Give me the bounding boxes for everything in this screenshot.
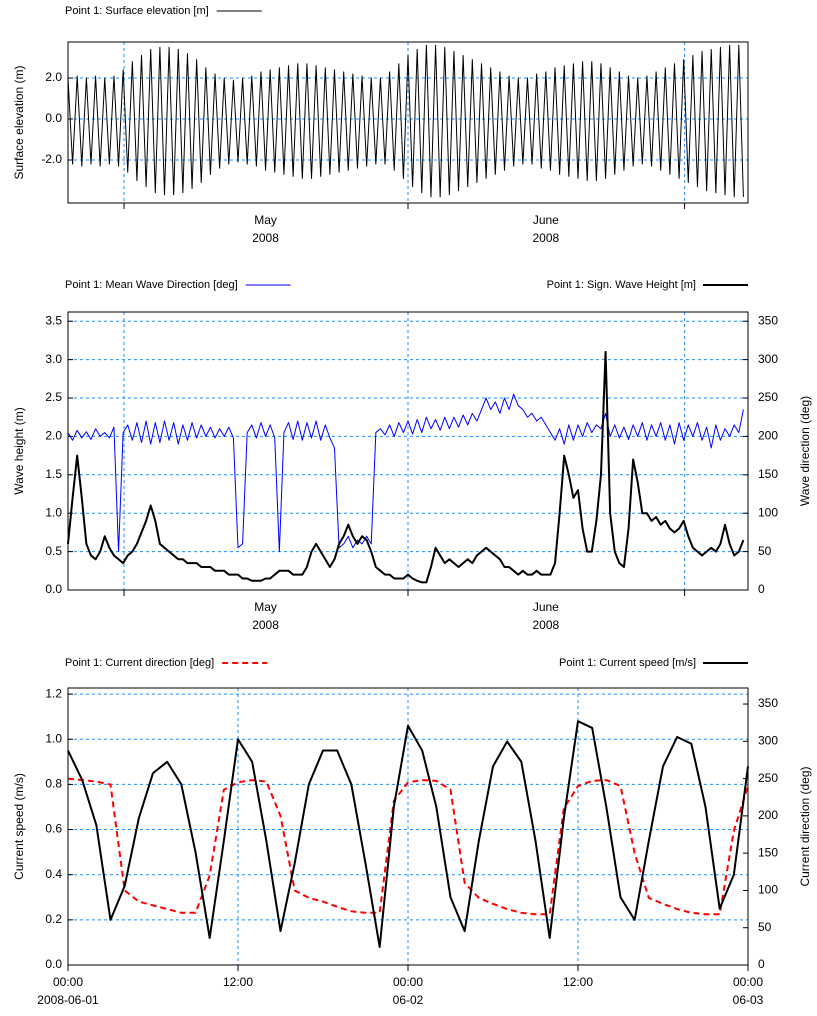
y2-tick-label: 150 — [758, 845, 778, 859]
x-tick-sublabel: 2008 — [252, 231, 279, 245]
x-tick-sublabel: 06-02 — [393, 993, 424, 1007]
y2-tick-label: 0 — [758, 582, 765, 596]
y2-tick-label: 100 — [758, 883, 778, 897]
x-tick-sublabel: 2008 — [532, 231, 559, 245]
y-tick-label: 2.0 — [45, 429, 62, 443]
x-tick-label: 12:00 — [563, 975, 593, 989]
plot-frame — [67, 311, 749, 591]
x-tick-label: June — [533, 213, 559, 227]
x-tick-label: May — [254, 600, 277, 614]
y-axis-label: Current speed (m/s) — [12, 773, 26, 880]
series-line — [67, 777, 749, 916]
y-axis-label: Surface elevation (m) — [12, 65, 26, 179]
y2-tick-label: 200 — [758, 429, 778, 443]
y-tick-label: 1.5 — [45, 467, 62, 481]
y-axis-label: Wave height (m) — [12, 407, 26, 495]
x-tick-sublabel: 2008 — [252, 618, 279, 632]
plot-frame — [67, 687, 749, 966]
x-tick-label: 00:00 — [393, 975, 423, 989]
legend-label: Point 1: Surface elevation [m] — [65, 5, 209, 17]
series-line — [67, 350, 745, 584]
y2-tick-label: 200 — [758, 808, 778, 822]
y2-tick-label: 150 — [758, 467, 778, 481]
y-tick-label: 0.0 — [45, 957, 62, 971]
plot-frame — [67, 41, 749, 204]
x-tick-label: 12:00 — [223, 975, 253, 989]
y2-axis-label: Wave direction (deg) — [798, 396, 812, 506]
y2-tick-label: 50 — [758, 544, 772, 558]
y-tick-label: 0.5 — [45, 544, 62, 558]
y2-tick-label: 0 — [758, 957, 765, 971]
y-tick-label: 0.0 — [45, 111, 62, 125]
y2-tick-label: 50 — [758, 920, 772, 934]
x-tick-label: May — [254, 213, 277, 227]
y-tick-label: 0.2 — [45, 912, 62, 926]
x-tick-label: 00:00 — [733, 975, 763, 989]
y-tick-label: 3.0 — [45, 352, 62, 366]
x-tick-sublabel: 2008 — [532, 618, 559, 632]
legend-label: Point 1: Current direction [deg] — [65, 657, 214, 669]
y-tick-label: 1.2 — [45, 686, 62, 700]
legend-label: Point 1: Sign. Wave Height [m] — [547, 279, 696, 291]
y2-tick-label: 250 — [758, 771, 778, 785]
y-tick-label: 0.4 — [45, 867, 62, 881]
y-tick-label: -2.0 — [41, 152, 62, 166]
y2-tick-label: 350 — [758, 313, 778, 327]
y2-tick-label: 300 — [758, 352, 778, 366]
y-tick-label: 1.0 — [45, 505, 62, 519]
series-line — [67, 393, 744, 553]
y2-tick-label: 300 — [758, 733, 778, 747]
y-tick-label: 0.6 — [45, 822, 62, 836]
series-line — [67, 720, 749, 948]
y-tick-label: 0.0 — [45, 582, 62, 596]
y2-tick-label: 250 — [758, 390, 778, 404]
x-tick-label: June — [533, 600, 559, 614]
legend-label: Point 1: Mean Wave Direction [deg] — [65, 279, 238, 291]
x-tick-label: 00:00 — [53, 975, 83, 989]
y-tick-label: 2.5 — [45, 390, 62, 404]
y2-axis-label: Current direction (deg) — [798, 766, 812, 886]
y-tick-label: 3.5 — [45, 313, 62, 327]
x-tick-sublabel: 2008-06-01 — [37, 993, 99, 1007]
legend-label: Point 1: Current speed [m/s] — [559, 657, 696, 669]
y-tick-label: 2.0 — [45, 70, 62, 84]
y-tick-label: 1.0 — [45, 731, 62, 745]
y2-tick-label: 100 — [758, 505, 778, 519]
y2-tick-label: 350 — [758, 696, 778, 710]
x-tick-sublabel: 06-03 — [733, 993, 764, 1007]
series-line — [67, 44, 744, 198]
y-tick-label: 0.8 — [45, 777, 62, 791]
